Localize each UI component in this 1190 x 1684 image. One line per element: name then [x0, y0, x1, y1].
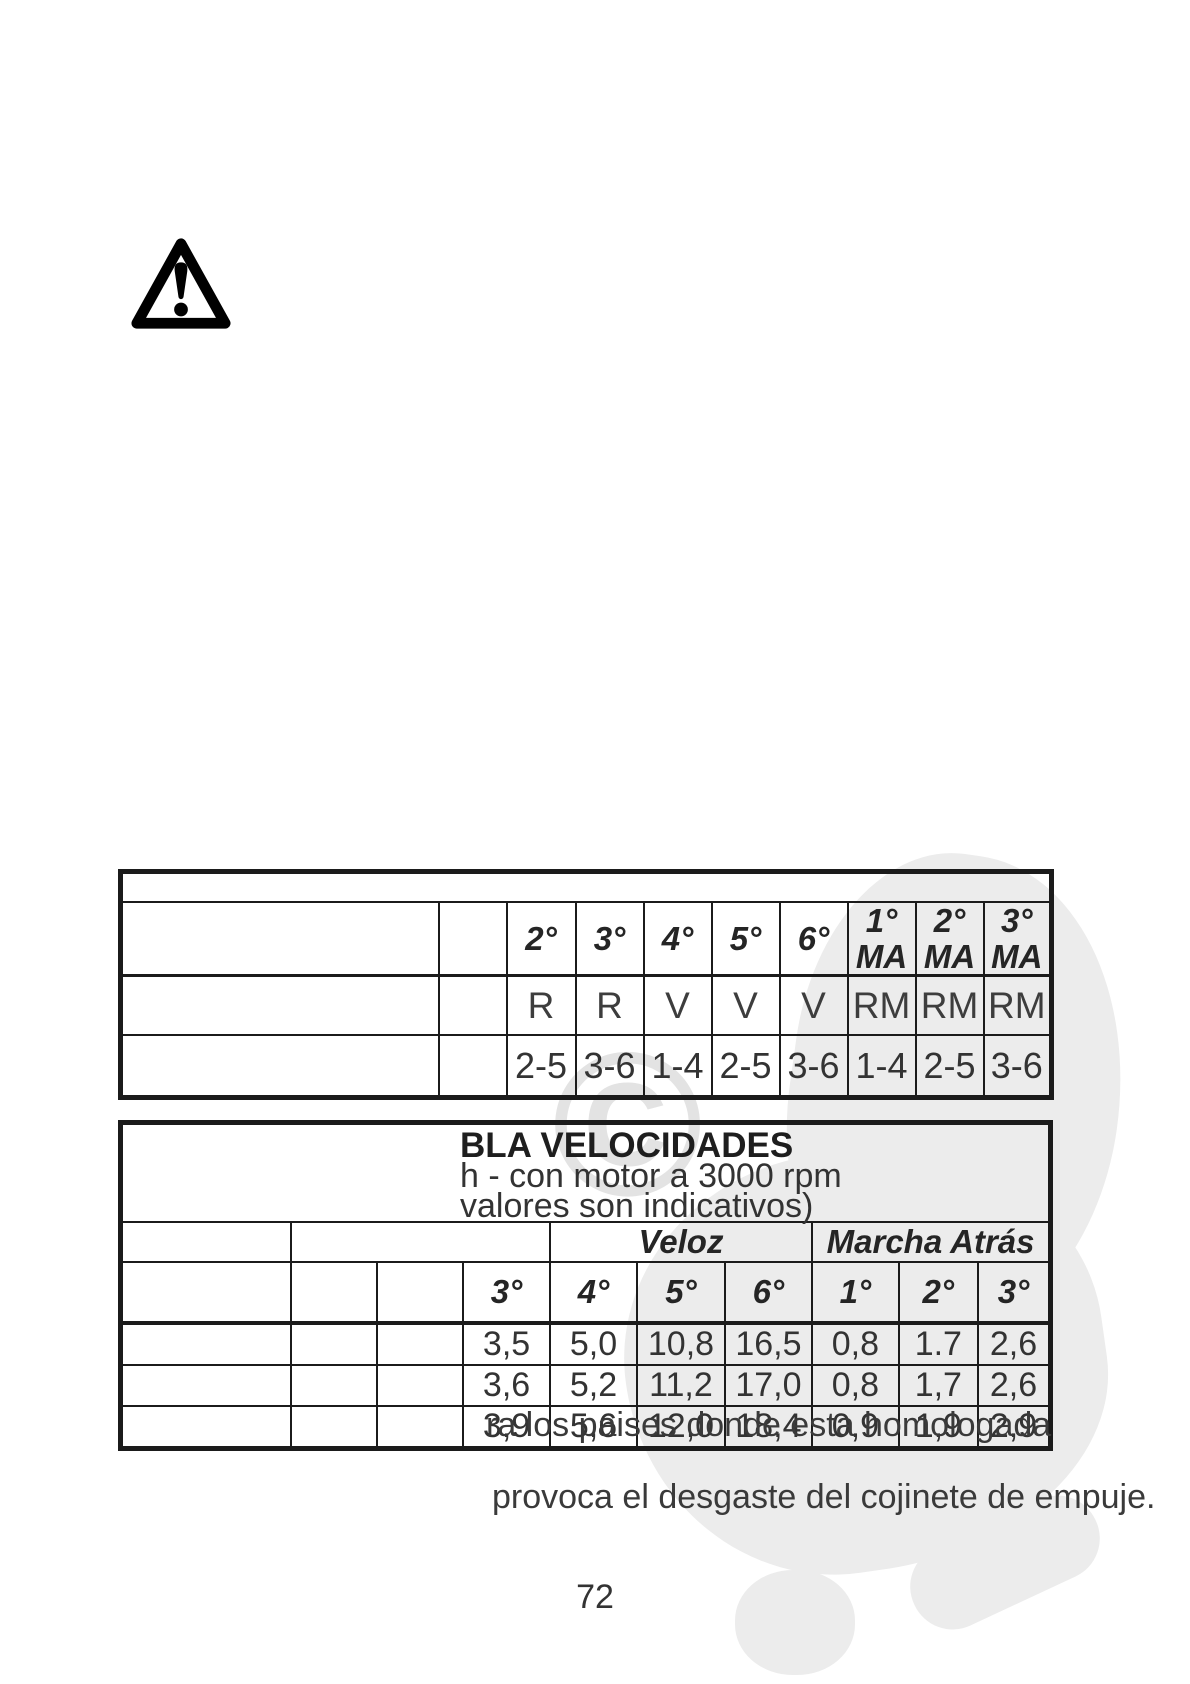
table-row: BLA VELOCIDADES h - con motor a 3000 rpm… — [119, 1121, 1052, 1225]
empty-cell — [437, 1034, 508, 1099]
gear-header-cell: 5° — [710, 901, 781, 978]
empty-cell — [375, 1364, 465, 1407]
range-cell: 1-4 — [642, 1034, 713, 1099]
mode-cell: RM — [846, 974, 917, 1037]
gear-header-cell: 3° MA — [982, 901, 1053, 978]
empty-cell — [290, 1322, 378, 1366]
speed-table-title: BLA VELOCIDADES — [460, 1126, 794, 1165]
speed-cell: 1,7 — [897, 1364, 980, 1407]
speed-table-subtitle: h - con motor a 3000 rpm — [460, 1157, 842, 1195]
speed-cell: 1,9 — [897, 1405, 980, 1450]
empty-cell — [375, 1405, 465, 1450]
page-number: 72 — [576, 1578, 614, 1616]
gear-header-cell: 4° — [548, 1261, 639, 1325]
gear-header-cell: 3° — [574, 901, 645, 978]
gear-header-cell: 1° — [811, 1261, 900, 1325]
mode-cell: R — [505, 974, 577, 1037]
table-row: 3,6 5,2 11,2 17,0 0,8 1,7 2,6 — [119, 1364, 1052, 1407]
speed-cell: 17,0 — [723, 1364, 814, 1407]
gear-header-cell: 2° — [897, 1261, 980, 1325]
table-row — [119, 870, 1053, 903]
range-cell: 3-6 — [982, 1034, 1053, 1099]
speed-table-note: valores son indicativos) — [460, 1187, 814, 1225]
speed-cell: 2,9 — [977, 1405, 1052, 1450]
empty-cell — [119, 870, 1053, 903]
speed-cell: 3,5 — [462, 1322, 551, 1366]
table-row: R R V V V RM RM RM — [119, 974, 1053, 1037]
empty-cell — [375, 1322, 465, 1366]
speed-cell: 2,6 — [977, 1322, 1052, 1366]
speed-cell: 16,5 — [723, 1322, 814, 1366]
gear-header-cell: 6° — [723, 1261, 814, 1325]
speed-cell: 5,0 — [548, 1322, 639, 1366]
table-row: 3,5 5,0 10,8 16,5 0,8 1.7 2,6 — [119, 1322, 1052, 1366]
speed-cell: 10,8 — [636, 1322, 726, 1366]
speed-cell: 11,2 — [636, 1364, 726, 1407]
speed-cell: 18,4 — [723, 1405, 814, 1450]
mode-cell: V — [710, 974, 781, 1037]
empty-cell — [119, 1405, 293, 1450]
empty-cell — [119, 974, 440, 1037]
empty-cell — [437, 901, 508, 978]
speed-cell: 0,8 — [811, 1322, 900, 1366]
warning-triangle-icon — [131, 238, 231, 329]
table-row: 2° 3° 4° 5° 6° 1° MA 2° MA 3° MA — [119, 901, 1053, 978]
range-cell: 2-5 — [505, 1034, 577, 1099]
gear-header-cell: 2° — [505, 901, 577, 978]
group-header-reverse: Marcha Atrás — [811, 1221, 1052, 1263]
mode-cell: R — [574, 974, 645, 1037]
gear-header-cell: 4° — [642, 901, 713, 978]
empty-cell — [119, 901, 440, 978]
speed-cell: 0,9 — [811, 1405, 900, 1450]
gear-header-cell: 3° — [977, 1261, 1052, 1325]
gear-header-cell: 1° MA — [846, 901, 917, 978]
range-cell: 3-6 — [574, 1034, 645, 1099]
table-row: 2-5 3-6 1-4 2-5 3-6 1-4 2-5 3-6 — [119, 1034, 1053, 1099]
range-cell: 1-4 — [846, 1034, 917, 1099]
note-homologation: ra los paises donde esta homologada — [486, 1406, 1052, 1444]
empty-cell — [375, 1261, 465, 1325]
speed-cell: 5,2 — [548, 1364, 639, 1407]
mode-cell: RM — [914, 974, 985, 1037]
speed-cell: 5,6 — [548, 1405, 639, 1450]
empty-cell — [119, 1261, 293, 1325]
watermark-blob — [735, 1570, 855, 1675]
speed-cell: 2,6 — [977, 1364, 1052, 1407]
speed-cell: 1.7 — [897, 1322, 980, 1366]
empty-cell — [119, 1364, 293, 1407]
table-row: 3° 4° 5° 6° 1° 2° 3° — [119, 1261, 1052, 1325]
range-cell: 2-5 — [710, 1034, 781, 1099]
empty-cell — [290, 1364, 378, 1407]
gear-header-cell: 2° MA — [914, 901, 985, 978]
speed-cell: 12,0 — [636, 1405, 726, 1450]
range-cell: 3-6 — [778, 1034, 849, 1099]
gear-table: 2° 3° 4° 5° 6° 1° MA 2° MA 3° MA R R V V V … — [118, 869, 1054, 1101]
gear-header-cell: 3° — [462, 1261, 551, 1325]
speed-cell: 3,6 — [462, 1364, 551, 1407]
mode-cell: RM — [982, 974, 1053, 1037]
speed-cell: 3,9 — [462, 1405, 551, 1450]
note-bearing-wear: provoca el desgaste del cojinete de empu… — [492, 1478, 1156, 1516]
gear-header-cell: 6° — [778, 901, 849, 978]
table-row: 3,9 5,6 12,0 18,4 0,9 1,9 2,9 — [119, 1405, 1052, 1450]
empty-cell — [290, 1261, 378, 1325]
empty-cell — [119, 1322, 293, 1366]
empty-cell — [437, 974, 508, 1037]
table-row: Veloz Marcha Atrás — [119, 1221, 1052, 1263]
range-cell: 2-5 — [914, 1034, 985, 1099]
speed-table-title-cell: BLA VELOCIDADES h - con motor a 3000 rpm… — [119, 1121, 1052, 1225]
mode-cell: V — [778, 974, 849, 1037]
gear-header-cell: 5° — [636, 1261, 726, 1325]
group-header-forward: Veloz — [548, 1221, 814, 1263]
empty-cell — [119, 1221, 293, 1263]
empty-cell — [290, 1405, 378, 1450]
empty-cell — [290, 1221, 551, 1263]
speed-cell: 0,8 — [811, 1364, 900, 1407]
speed-table: BLA VELOCIDADES h - con motor a 3000 rpm… — [118, 1120, 1053, 1451]
empty-cell — [119, 1034, 440, 1099]
mode-cell: V — [642, 974, 713, 1037]
